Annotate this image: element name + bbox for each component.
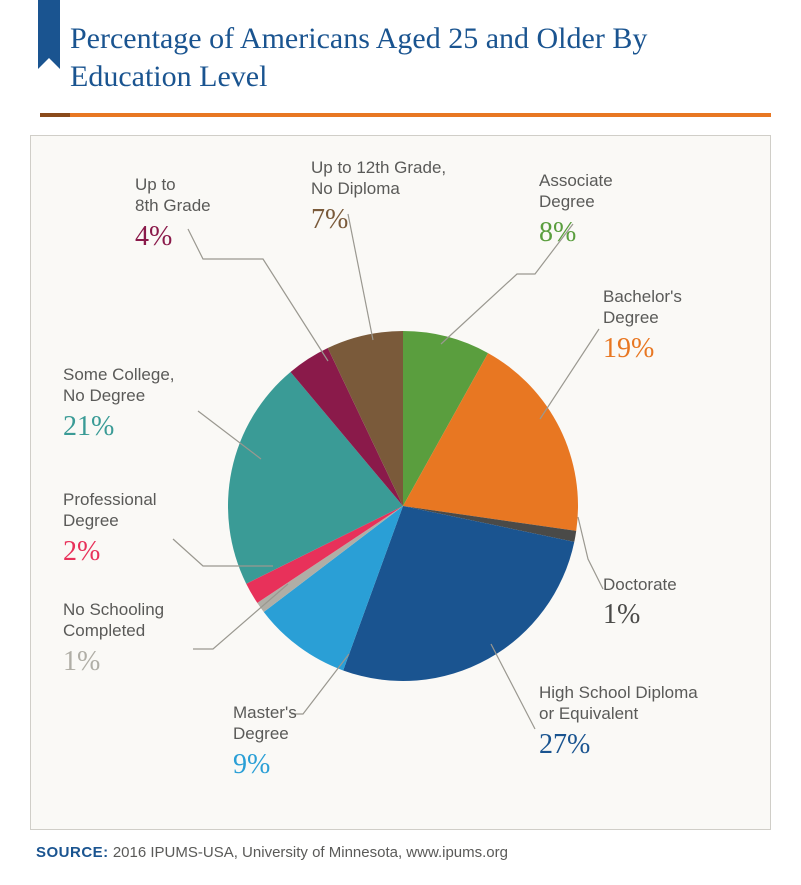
slice-label-pct: 1% [63,644,164,679]
page-title: Percentage of Americans Aged 25 and Olde… [70,20,771,95]
header: Percentage of Americans Aged 25 and Olde… [30,20,771,113]
slice-label-pct: 7% [311,202,446,237]
slice-label: ProfessionalDegree2% [63,489,157,569]
ribbon-icon [38,0,60,58]
slice-label-text: Up to8th Grade [135,174,211,217]
slice-label-pct: 2% [63,534,157,569]
leader-line [540,329,599,419]
slice-label-pct: 27% [539,727,698,762]
slice-label-text: Master'sDegree [233,702,297,745]
slice-label-text: Some College,No Degree [63,364,175,407]
source-text: 2016 IPUMS-USA, University of Minnesota,… [113,844,508,861]
title-divider [30,113,771,117]
slice-label-text: High School Diplomaor Equivalent [539,682,698,725]
slice-label-text: AssociateDegree [539,170,613,213]
leader-line [578,517,603,589]
slice-label-text: Doctorate [603,574,677,595]
slice-label-text: ProfessionalDegree [63,489,157,532]
source-line: SOURCE: 2016 IPUMS-USA, University of Mi… [30,844,771,861]
slice-label: Doctorate1% [603,574,677,632]
slice-label-pct: 9% [233,747,297,782]
slice-label-pct: 19% [603,331,682,366]
slice-label: AssociateDegree8% [539,170,613,250]
source-label: SOURCE: [36,844,109,861]
slice-label-text: Up to 12th Grade,No Diploma [311,157,446,200]
slice-label-pct: 1% [603,597,677,632]
slice-label: High School Diplomaor Equivalent27% [539,682,698,762]
slice-label-pct: 8% [539,215,613,250]
slice-label: Master'sDegree9% [233,702,297,782]
leader-line [491,644,535,729]
slice-label: Bachelor'sDegree19% [603,286,682,366]
slice-label: Some College,No Degree21% [63,364,175,444]
slice-label-text: No SchoolingCompleted [63,599,164,642]
pie-chart: AssociateDegree8% Bachelor'sDegree19% Doct… [43,154,758,811]
slice-label: Up to 12th Grade,No Diploma7% [311,157,446,237]
chart-container: AssociateDegree8% Bachelor'sDegree19% Doct… [30,135,771,830]
slice-label: Up to8th Grade4% [135,174,211,254]
slice-label-pct: 4% [135,219,211,254]
slice-label: No SchoolingCompleted1% [63,599,164,679]
slice-label-text: Bachelor'sDegree [603,286,682,329]
slice-label-pct: 21% [63,409,175,444]
